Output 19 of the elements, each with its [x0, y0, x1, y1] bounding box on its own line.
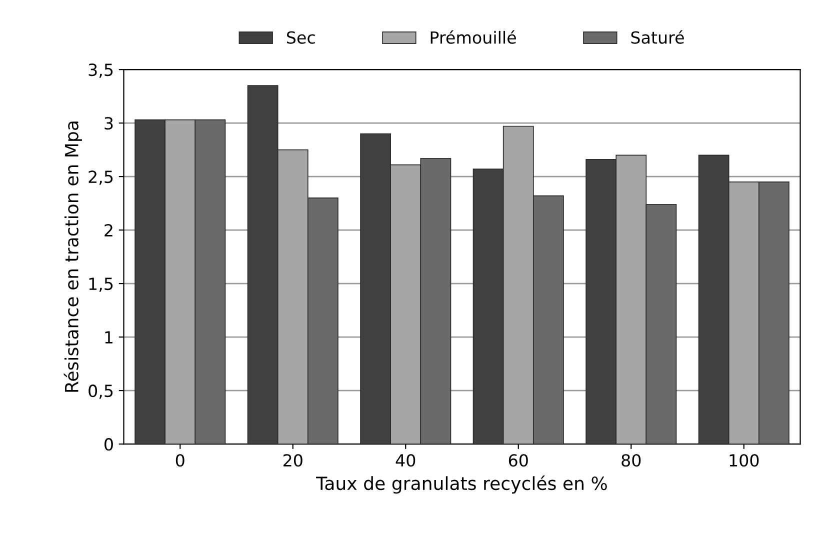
legend-label: Saturé	[631, 30, 684, 44]
y-tick-label: 0,5	[88, 384, 113, 399]
x-tick-label: 20	[283, 454, 302, 467]
legend-label: Prémouillé	[430, 30, 516, 44]
y-tick-label: 3	[104, 117, 113, 130]
y-tick-label: 1,5	[89, 278, 113, 292]
x-tick-label: 60	[508, 454, 528, 467]
x-axis-title: Taux de granulats recyclés en %	[316, 475, 607, 494]
y-tick-label: 1	[105, 331, 112, 344]
y-tick-label: 3,5	[88, 64, 113, 78]
y-tick-label: 2,5	[88, 170, 113, 185]
y-axis-title: Résistance en traction en Mpa	[64, 122, 82, 392]
x-tick-label: 80	[622, 454, 641, 467]
x-tick-label: 0	[176, 454, 184, 467]
y-tick-label: 0	[104, 438, 113, 451]
x-tick-label: 40	[396, 454, 416, 467]
x-tick-label: 100	[730, 454, 759, 467]
y-tick-label: 2	[104, 224, 112, 236]
legend-label: Sec	[286, 31, 315, 44]
